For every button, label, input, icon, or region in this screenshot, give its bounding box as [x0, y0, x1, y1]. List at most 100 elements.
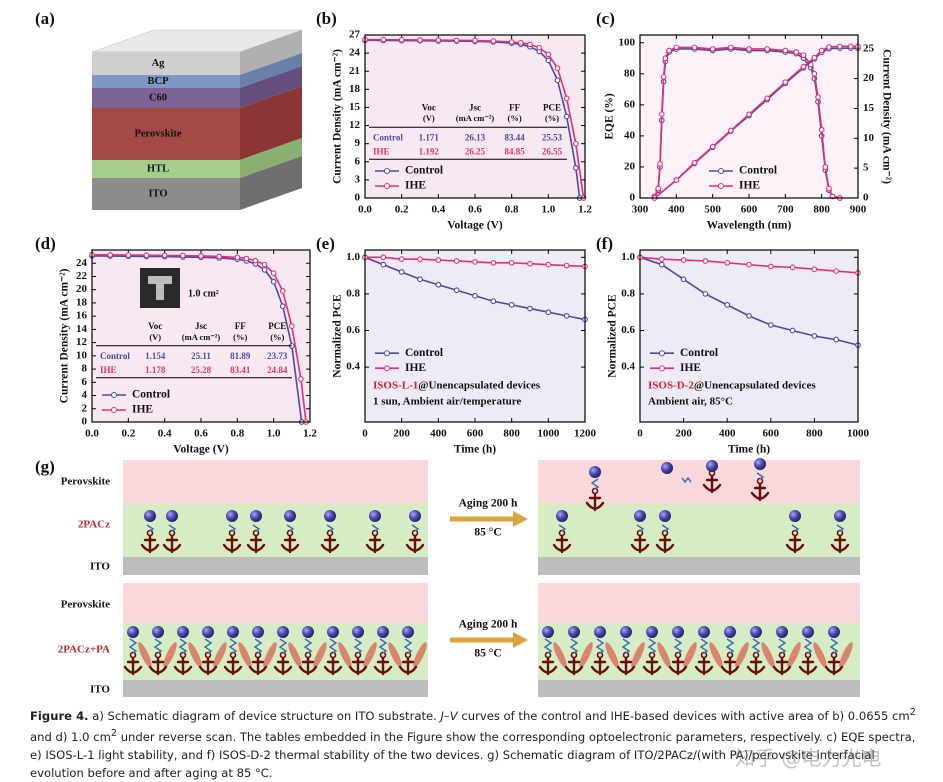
y2-tick-label: 25 — [863, 42, 875, 54]
y-tick-label: 12 — [76, 336, 88, 348]
device-layer-label: HTL — [147, 163, 169, 174]
anchor — [222, 534, 242, 554]
head-group — [177, 626, 189, 638]
anchor — [320, 534, 340, 554]
x-tick-label: 1000 — [537, 428, 560, 440]
anchor — [694, 656, 714, 676]
data-point — [234, 254, 241, 261]
ito-layer — [538, 557, 860, 575]
x-axis-title: Time (h) — [454, 444, 496, 456]
anchor — [162, 534, 182, 554]
data-point — [508, 39, 515, 45]
x-tick-label: 400 — [668, 204, 685, 216]
linker — [252, 524, 261, 532]
plot-background — [92, 250, 310, 422]
data-point — [746, 261, 752, 268]
table-header: Jsc — [469, 102, 481, 112]
data-point — [709, 46, 716, 52]
linker — [146, 524, 155, 532]
pa-molecule — [683, 642, 697, 668]
data-point — [380, 254, 387, 261]
head-group — [202, 626, 214, 638]
data-point — [709, 143, 716, 150]
head-group — [776, 626, 788, 638]
y-tick-label: 20 — [624, 160, 636, 172]
head-group — [369, 510, 381, 522]
panel-label: (d) — [35, 234, 56, 253]
table-cell: 25.53 — [542, 132, 563, 142]
sam-layer — [538, 503, 860, 557]
pa-molecule — [238, 642, 252, 668]
head-group — [661, 462, 673, 474]
x-tick-label: 0.0 — [85, 428, 99, 440]
table-cell: 24.84 — [267, 365, 288, 375]
head-group — [409, 510, 421, 522]
legend-marker — [384, 350, 390, 357]
table-header: Voc — [148, 321, 162, 331]
x-tick-label: 1.2 — [578, 204, 592, 216]
anchor — [668, 656, 688, 676]
y-axis-title: EQE (%) — [604, 93, 616, 139]
data-point — [143, 252, 150, 259]
linker — [777, 638, 787, 654]
head-group — [754, 458, 766, 470]
y-tick-label: 16 — [76, 310, 88, 322]
table-cell: 1.154 — [145, 351, 166, 361]
y-tick-label: 8 — [82, 363, 88, 375]
device-layer-label: C60 — [149, 92, 167, 103]
pa-molecule — [263, 642, 277, 668]
head-group — [324, 510, 336, 522]
linker — [751, 638, 761, 654]
linker — [681, 476, 692, 484]
data-point — [727, 127, 734, 134]
layer-label: 2PACz+PA — [58, 644, 110, 656]
anchor — [585, 492, 605, 512]
data-point — [490, 298, 497, 305]
anchor — [824, 656, 844, 676]
y-tick-label: 27 — [349, 29, 361, 41]
data-point — [658, 261, 665, 268]
linker — [725, 638, 735, 654]
device-layer — [92, 108, 240, 160]
linker — [371, 524, 380, 532]
y2-tick-label: 5 — [863, 162, 869, 174]
linker — [829, 638, 839, 654]
y-axis-title: Current Density (mA cm⁻²) — [59, 268, 71, 403]
data-point — [380, 36, 387, 43]
anchor — [273, 656, 293, 676]
y-tick-label: 18 — [349, 83, 361, 95]
data-point — [435, 37, 442, 43]
x-tick-label: 0.6 — [194, 428, 208, 440]
data-point — [657, 160, 663, 167]
table-unit: (V) — [149, 332, 161, 342]
aging-arrow-head — [513, 632, 528, 648]
anchor — [772, 656, 792, 676]
table-unit: (mA cm⁻²) — [182, 332, 221, 342]
data-point — [490, 259, 497, 266]
x-tick-label: 1.2 — [303, 428, 317, 440]
layer-label: Perovskite — [61, 476, 110, 488]
head-group — [252, 626, 264, 638]
head-group — [144, 510, 156, 522]
y-tick-label: 24 — [76, 257, 88, 269]
y-tick-label: 0.6 — [621, 324, 635, 336]
data-point — [563, 313, 570, 319]
data-point — [243, 255, 250, 262]
data-point — [702, 258, 709, 264]
x-tick-label: 0.8 — [505, 204, 519, 216]
data-point — [527, 305, 533, 312]
annotation: 1 sun, Ambient air/temperature — [373, 396, 521, 408]
anchor — [298, 656, 318, 676]
anchor — [746, 656, 766, 676]
data-point — [767, 322, 774, 328]
ito-layer — [123, 557, 428, 575]
data-point — [270, 278, 277, 285]
figure: (a) (b) (c) (d) (e) (f) (g) Ag BCP C60 Perovskite H… — [35, 9, 892, 697]
device-layer-label: Perovskite — [134, 128, 181, 139]
data-point — [261, 266, 268, 273]
legend-label: IHE — [405, 180, 426, 192]
pa-molecule — [735, 642, 749, 668]
data-point — [279, 288, 286, 294]
data-point — [702, 291, 709, 297]
head-group — [834, 510, 846, 522]
